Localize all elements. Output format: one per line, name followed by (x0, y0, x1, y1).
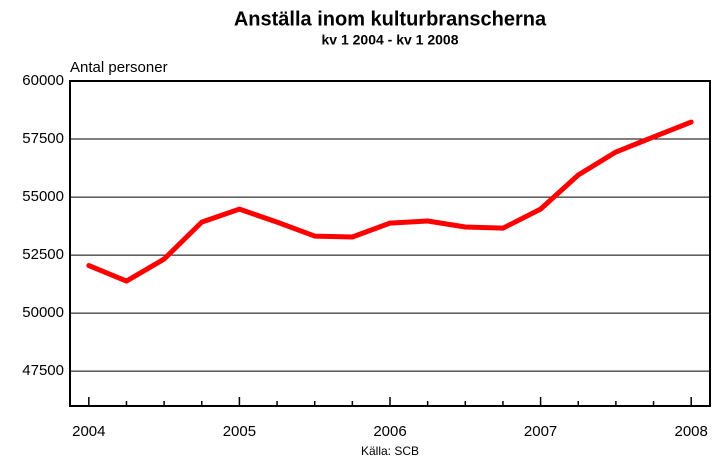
y-tick-label: 50000 (22, 304, 64, 321)
y-axis-label: Antal personer (70, 59, 168, 76)
x-tick-label: 2008 (674, 423, 707, 440)
y-tick-label: 57500 (22, 130, 64, 147)
x-tick-label: 2006 (373, 423, 406, 440)
x-tick-label: 2007 (524, 423, 557, 440)
source: Källa: SCB (361, 444, 419, 458)
x-tick-label: 2004 (72, 423, 105, 440)
x-tick-label: 2005 (223, 423, 256, 440)
line-series (86, 119, 694, 284)
y-tick-label: 52500 (22, 246, 64, 263)
chart-title: Anställa inom kulturbranscherna (234, 8, 547, 30)
plot-frame (69, 80, 711, 407)
chart-subtitle: kv 1 2004 - kv 1 2008 (321, 32, 458, 48)
y-tick-label: 47500 (22, 362, 64, 379)
y-tick-label: 55000 (22, 188, 64, 205)
y-tick-label: 60000 (22, 72, 64, 89)
